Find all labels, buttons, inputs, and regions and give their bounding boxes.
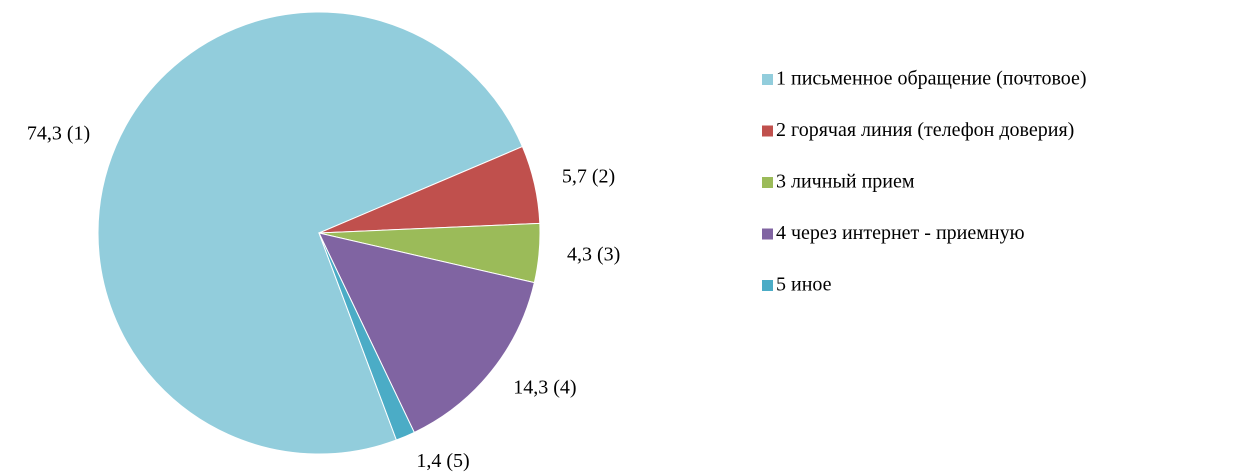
legend-swatch — [762, 177, 773, 188]
data-label: 1,4 (5) — [416, 450, 469, 472]
legend-label: 3 личный прием — [776, 171, 915, 193]
data-label: 5,7 (2) — [562, 166, 615, 188]
legend-label: 4 через интернет - приемную — [776, 222, 1025, 244]
pie-slice — [318, 232, 535, 434]
legend-label: 5 иное — [776, 274, 832, 296]
legend-swatch — [762, 74, 773, 85]
legend-swatch — [762, 125, 773, 137]
data-label: 4,3 (3) — [567, 243, 620, 265]
legend-label: 2 горячая линия (телефон доверия) — [776, 119, 1074, 141]
legend-swatch — [762, 228, 773, 240]
legend-swatch — [762, 280, 773, 291]
legend-label: 1 письменное обращение (почтовое) — [776, 68, 1087, 90]
data-label: 14,3 (4) — [513, 376, 576, 398]
data-label: 74,3 (1) — [27, 122, 90, 144]
pie-slice — [97, 11, 524, 455]
pie-slice — [318, 232, 415, 441]
